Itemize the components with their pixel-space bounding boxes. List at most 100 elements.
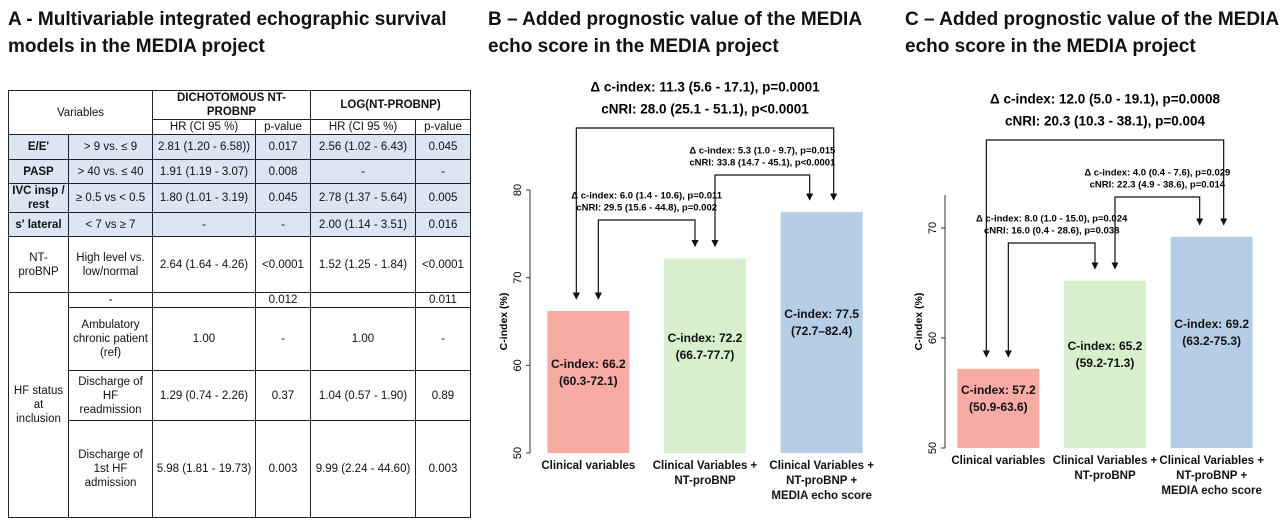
value-cell: <0.0001 [415,236,471,293]
x-tick-label: Clinical Variables + NT-proBNP [1052,455,1158,482]
y-axis-label: C-index (%) [498,293,510,351]
value-cell [152,292,256,308]
header-cell: HR (CI 95 %) [152,119,256,135]
value-cell: 5.98 (1.81 - 19.73) [152,420,256,518]
variable-cell: PASP [8,159,69,184]
variable-cell: s' lateral [8,212,69,237]
x-tick-label: Clinical variables [951,455,1046,467]
comparison-bracket [711,174,814,248]
table-row: IVC insp / rest ≥ 0.5 vs < 0.5 1.80 (1.01 … [8,183,471,213]
header-cell: p-value [255,119,311,135]
value-cell: 0.016 [415,212,471,237]
value-cell: 0.89 [415,370,471,421]
table-row: E/E' > 9 vs. ≤ 9 2.81 (1.20 - 6.58)) 0.017 2… [8,134,471,160]
bar-value-label: C-index: 57.2 (50.9-63.6) [960,383,1036,415]
table-row: s' lateral < 7 vs ≥ 7- -2.00 (1.14 - 3.51)… [8,212,471,237]
level-cell: > 40 vs. ≤ 40 [68,159,153,184]
y-tick-label: 70 [927,222,939,234]
value-cell: - [415,307,471,371]
value-cell [310,292,416,308]
table-row: HF status at inclusion -0.012 0.011 [8,292,471,518]
value-cell: 1.04 (0.57 - 1.90) [310,370,416,421]
value-cell: 0.003 [415,420,471,518]
value-cell: 1.52 (1.25 - 1.84) [310,236,416,293]
y-tick-label: 50 [512,447,524,459]
header-cell: Variables [8,90,153,135]
value-cell: 0.011 [415,292,471,308]
level-cell: Discharge of HF readmission [68,370,153,421]
y-axis-label: C-index (%) [913,293,925,351]
value-cell: 0.045 [415,134,471,160]
value-cell: 0.003 [255,420,311,518]
level-cell: - [68,292,153,308]
value-cell: 2.81 (1.20 - 6.58)) [152,134,256,160]
value-cell: - [310,159,416,184]
level-cell: Discharge of 1st HF admission [68,420,153,518]
comparison-delta: Δ c-index: 11.3 (5.6 - 17.1), p=0.0001 [590,80,820,95]
value-cell: 1.80 (1.01 - 3.19) [152,183,256,213]
value-cell: 1.00 [152,307,256,371]
comparison-bracket [1004,242,1099,358]
value-cell: 1.00 [310,307,416,371]
comparison-delta: Δ c-index: 4.0 (0.4 - 7.6), p=0.029 [1084,168,1230,179]
value-cell: 0.017 [255,134,311,160]
level-cell: < 7 vs ≥ 7 [68,212,153,237]
comparison-cnri: cNRI: 22.3 (4.9 - 38.6), p=0.014 [1090,180,1226,191]
comparison-cnri: cNRI: 33.8 (14.7 - 45.1), p<0.0001 [689,158,836,169]
table-row: Variables DICHOTOMOUS NT-PROBNP LOG(NT-PRO… [8,90,471,135]
table-row: Ambulatory chronic patient (ref) 1.00-1.0… [9,307,471,371]
value-cell: - [255,307,311,371]
comparison-cnri: cNRI: 20.3 (10.3 - 38.1), p=0.004 [1005,114,1205,129]
value-cell: 2.56 (1.02 - 6.43) [310,134,416,160]
variable-cell: NT-proBNP [8,236,69,293]
comparison-cnri: cNRI: 16.0 (0.4 - 28.6), p=0.038 [984,226,1119,237]
comparison-cnri: cNRI: 28.0 (25.1 - 51.1), p<0.0001 [601,102,809,117]
value-cell: - [415,159,471,184]
bar [547,310,630,453]
header-cell: DICHOTOMOUS NT-PROBNP [152,90,311,120]
value-cell: 0.045 [255,183,311,213]
panel-a-title: A - Multivariable integrated echographic… [8,9,447,57]
table-row: Discharge of 1st HF admission 5.98 (1.81 … [9,420,471,518]
comparison-bracket [572,127,838,300]
bar-value-label: C-index: 72.2 (66.7-77.7) [667,330,743,362]
comparison-bracket [982,139,1228,358]
level-cell: High level vs. low/normal [68,236,153,293]
comparison-delta: Δ c-index: 8.0 (1.0 - 15.0), p=0.024 [976,214,1128,225]
bar [957,368,1040,448]
level-cell: ≥ 0.5 vs < 0.5 [68,183,153,213]
value-cell: 9.99 (2.24 - 44.60) [310,420,416,518]
comparison-bracket [594,219,699,300]
value-cell: <0.0001 [255,236,311,293]
y-tick-label: 80 [512,184,524,196]
x-tick-label: Clinical Variables + NT-proBNP [652,460,758,487]
bar-value-label: C-index: 66.2 (60.3-72.1) [550,356,626,388]
value-cell: 1.91 (1.19 - 3.07) [152,159,256,184]
variable-cell: IVC insp / rest [8,183,69,213]
value-cell: 0.012 [255,292,311,308]
chart-title: C – Added prognostic value of the MEDIA … [905,9,1279,57]
table-row: Discharge of HF readmission 1.29 (0.74 - … [9,370,471,421]
table-row: PASP > 40 vs. ≤ 40 1.91 (1.19 - 3.07) 0.008… [8,159,471,184]
x-tick-label: Clinical variables [541,460,636,472]
y-tick-label: 60 [927,332,939,344]
comparison-cnri: cNRI: 29.5 (15.6 - 44.8), p=0.002 [576,203,717,214]
comparison-bracket [1111,196,1204,270]
level-cell: Ambulatory chronic patient (ref) [68,307,153,371]
x-tick-label: Clinical Variables + NT-proBNP + MEDIA e… [769,460,874,502]
x-tick-label: Clinical Variables + NT-proBNP + MEDIA e… [1159,455,1264,497]
header-cell: LOG(NT-PROBNP) [310,90,471,120]
value-cell: 0.008 [255,159,311,184]
comparison-delta: Δ c-index: 6.0 (1.4 - 10.6), p=0.011 [571,191,722,202]
table-row: HR (CI 95 %) p-value HR (CI 95 %) p-value [9,119,471,135]
comparison-delta: Δ c-index: 12.0 (5.0 - 19.1), p=0.0008 [990,92,1220,107]
y-tick-label: 50 [927,442,939,454]
value-cell: 1.29 (0.74 - 2.26) [152,370,256,421]
results-table: Variables DICHOTOMOUS NT-PROBNP LOG(NT-PRO… [8,90,471,518]
value-cell: - [152,212,256,237]
header-cell: p-value [415,119,471,135]
variable-cell: E/E' [8,134,69,160]
y-tick-label: 70 [512,272,524,284]
